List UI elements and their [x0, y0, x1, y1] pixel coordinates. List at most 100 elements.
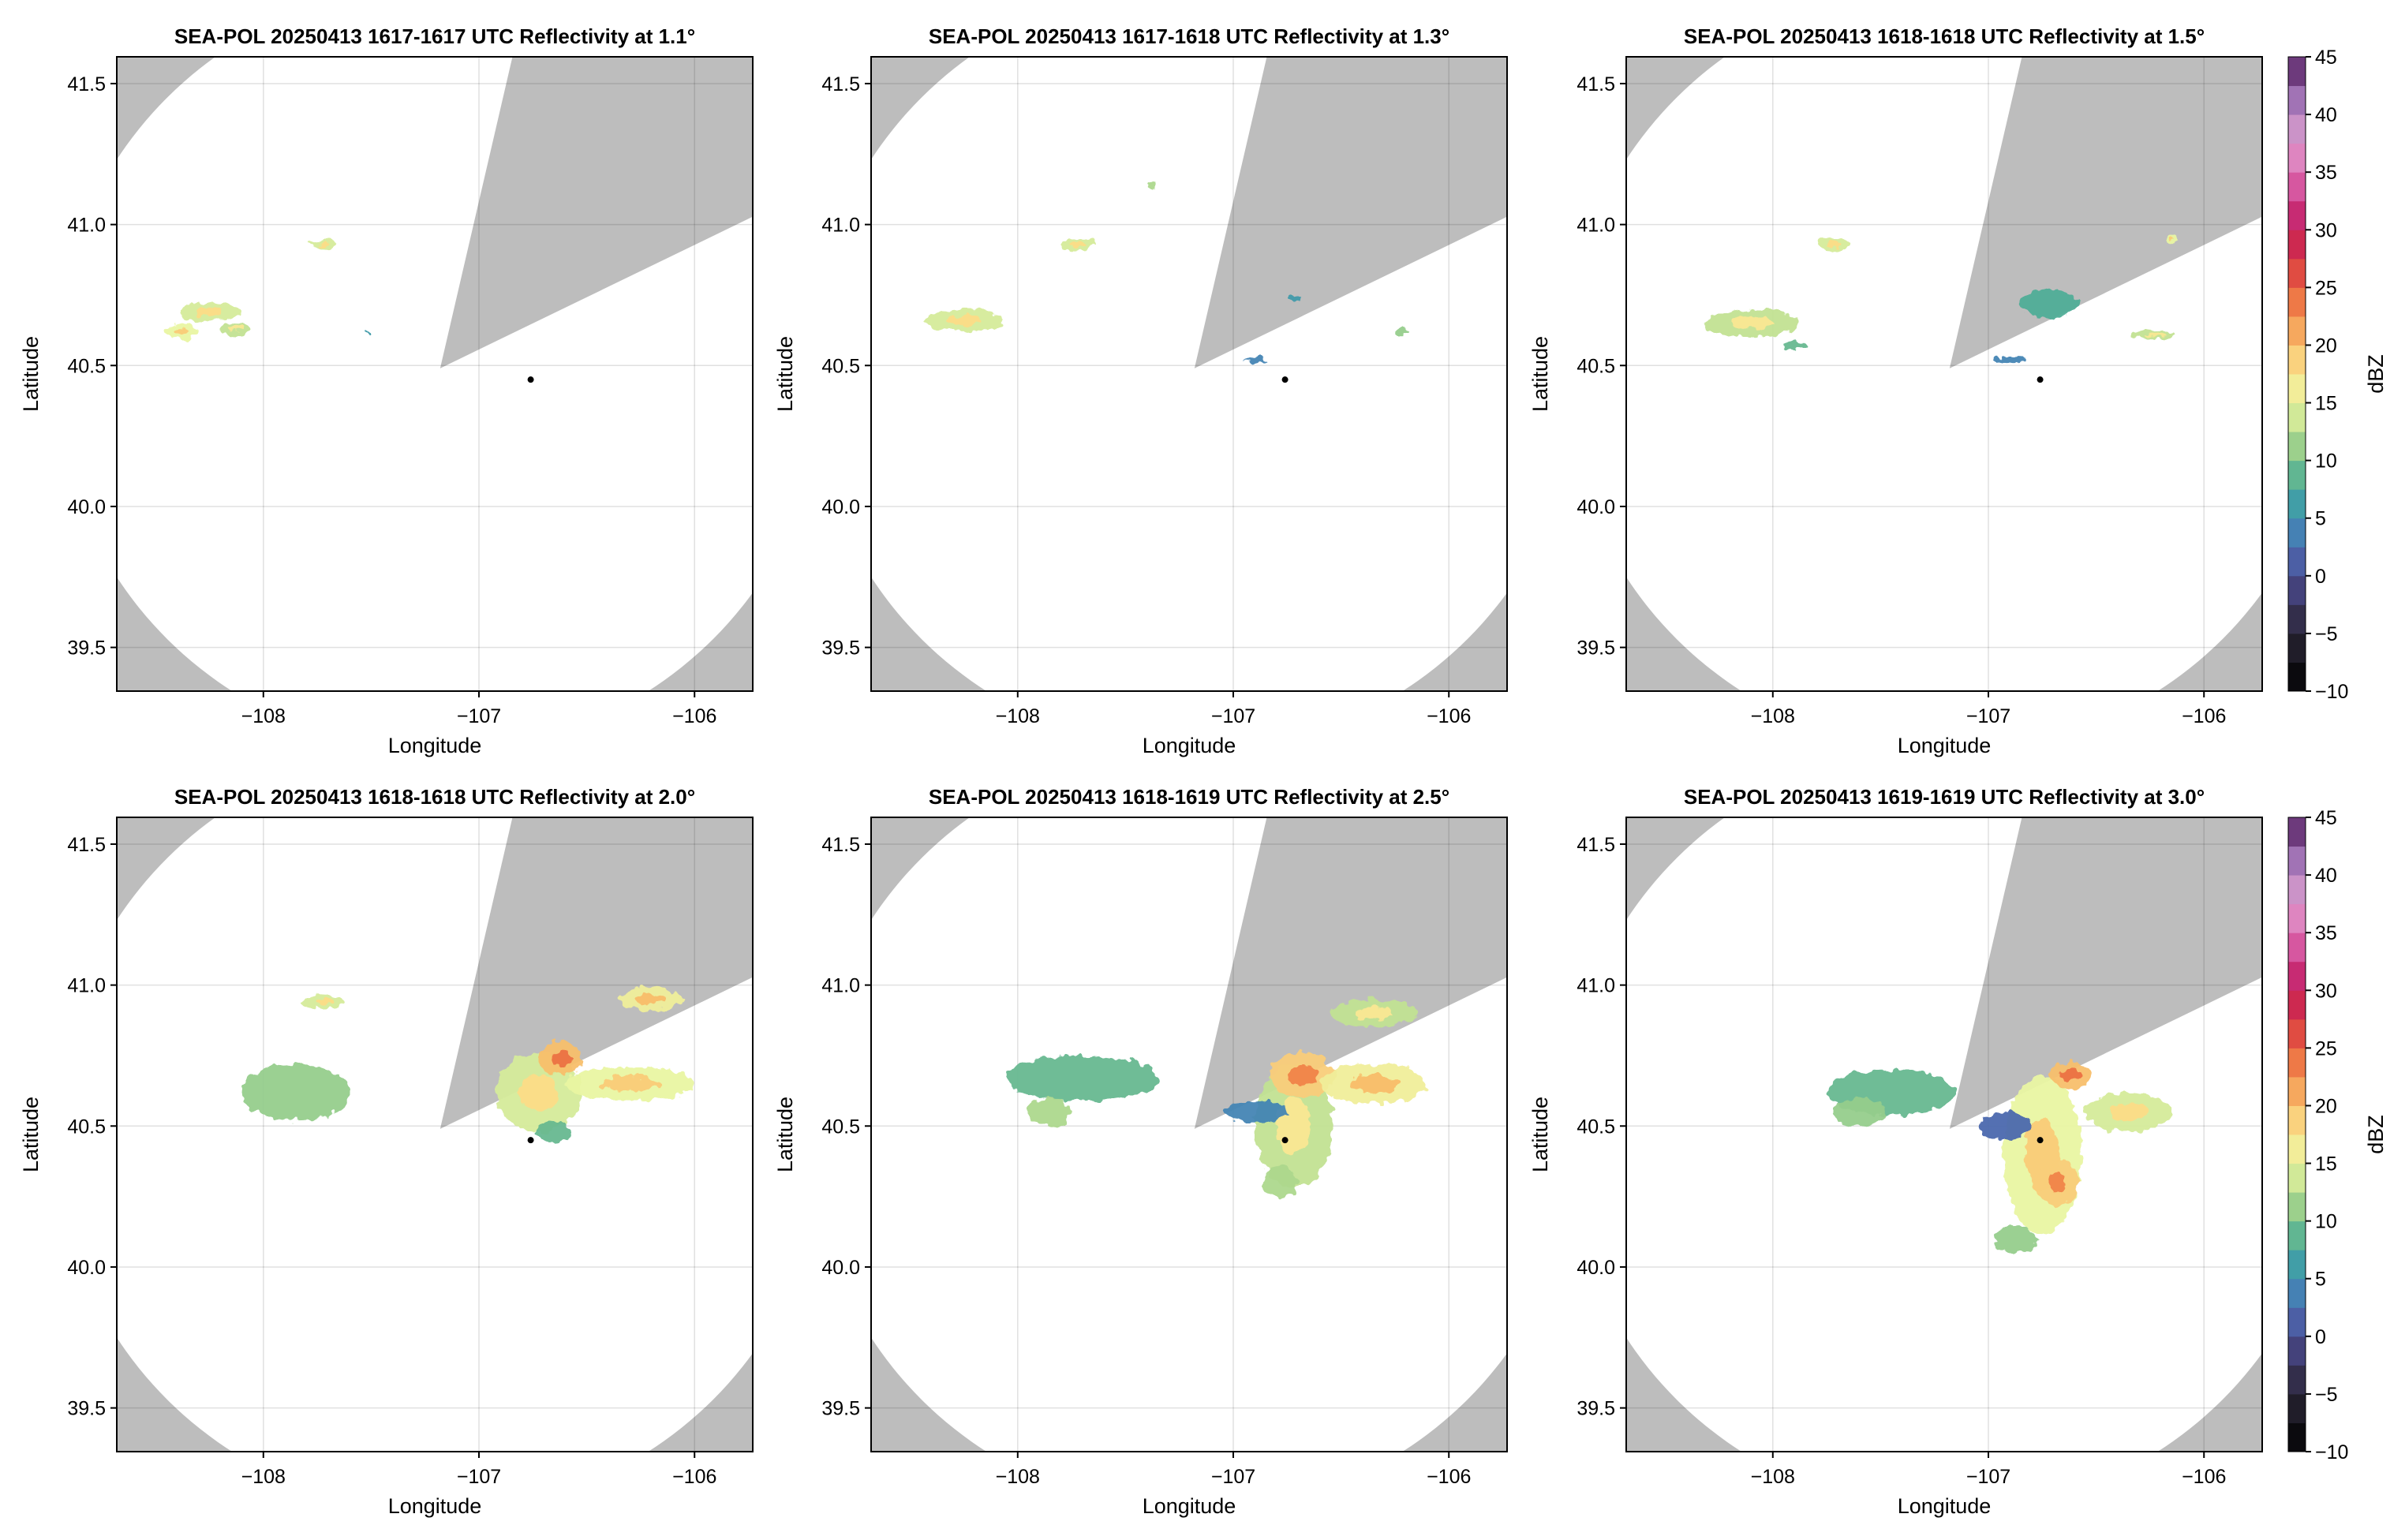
x-tick-label: −107 — [1966, 705, 2010, 727]
x-tick-label: −107 — [1966, 1466, 2010, 1488]
colorbar-swatch — [2288, 1278, 2306, 1308]
x-tick-label: −106 — [2182, 1466, 2226, 1488]
colorbars-layer: −10 −5 0 5 10 15 20 25 30 35 40 45 dBZ −10 −5 0 5 10 15 20 2… — [2287, 47, 2388, 1463]
y-tick-label: 41.5 — [1577, 834, 1615, 856]
colorbar-tick-label: 40 — [2315, 865, 2337, 887]
y-axis-label: Latitude — [1528, 336, 1552, 412]
colorbar-tick-label: −5 — [2315, 1384, 2338, 1406]
y-axis-label: Latitude — [19, 1097, 43, 1172]
x-tick-label: −106 — [1427, 705, 1471, 727]
colorbar-swatch — [2288, 1134, 2306, 1164]
location-marker — [1281, 376, 1289, 383]
y-tick-label: 40.0 — [1577, 1257, 1615, 1279]
colorbar-tick-label: 15 — [2315, 1153, 2337, 1176]
y-tick-label: 41.0 — [67, 215, 106, 237]
colorbar-1: −10 −5 0 5 10 15 20 25 30 35 40 45 dBZ — [2287, 47, 2388, 703]
colorbar-tick-label: 20 — [2315, 335, 2337, 357]
y-tick-label: 41.5 — [67, 73, 106, 95]
colorbar-swatch — [2288, 817, 2306, 847]
colorbar-swatch — [2288, 990, 2306, 1020]
echo-layer — [241, 988, 695, 1143]
y-tick-label: 41.0 — [821, 215, 860, 237]
colorbar-swatch — [2288, 846, 2306, 876]
plot-area — [1626, 817, 2262, 1452]
location-marker — [527, 376, 534, 383]
axes-frame — [870, 817, 1508, 1452]
colorbar-tick-label: 0 — [2315, 566, 2326, 588]
colorbar-tick-label: 15 — [2315, 393, 2337, 415]
y-tick-label: 40.5 — [1577, 355, 1615, 377]
colorbar-swatch — [2288, 547, 2306, 577]
colorbar-swatch — [2288, 345, 2306, 375]
colorbar-swatch — [2288, 200, 2306, 230]
y-tick-label: 40.5 — [67, 355, 106, 377]
echo-core-3 — [227, 326, 244, 332]
echo-core-2 — [1070, 241, 1087, 247]
axes-frame — [870, 56, 1508, 692]
colorbar-swatch — [2288, 1250, 2306, 1280]
echo-3 — [1783, 341, 1805, 350]
echo-2 — [1028, 1097, 1072, 1127]
echo-core-4 — [317, 242, 330, 246]
panel-3: −108 −107 −106 39.5 40.0 40.5 41.0 41.5 Longitud… — [1528, 24, 2263, 757]
panel-title: SEA-POL 20250413 1619-1619 UTC Reflectiv… — [1684, 785, 2205, 809]
echo-core-4 — [551, 1050, 571, 1067]
y-tick-label: 39.5 — [1577, 1398, 1615, 1420]
echo-core-4 — [2048, 1172, 2067, 1193]
echo-core-6 — [637, 994, 667, 1004]
echo-5 — [1992, 1224, 2037, 1254]
echo-2 — [1833, 1097, 1885, 1127]
echo-core-1 — [196, 307, 223, 317]
x-tick-label: −108 — [1751, 1466, 1795, 1488]
colorbar-swatch — [2288, 1336, 2306, 1366]
colorbar-swatch — [2288, 1019, 2306, 1048]
y-tick-label: 41.5 — [1577, 73, 1615, 95]
x-tick-label: −108 — [241, 1466, 286, 1488]
colorbar-tick-label: 30 — [2315, 980, 2337, 1002]
colorbar-swatch — [2288, 1048, 2306, 1078]
y-tick-label: 40.5 — [821, 355, 860, 377]
y-tick-label: 39.5 — [821, 1398, 860, 1420]
x-tick-label: −106 — [672, 1466, 716, 1488]
plot-area — [871, 817, 1507, 1452]
echo-layer — [1007, 999, 1427, 1200]
axes-frame — [1625, 56, 2263, 692]
y-tick-label: 41.0 — [821, 975, 860, 997]
colorbar-swatch — [2288, 633, 2306, 663]
colorbar-swatch — [2288, 1076, 2306, 1106]
colorbar-tick-label: 10 — [2315, 1211, 2337, 1233]
radar-coverage — [117, 57, 753, 691]
radar-coverage — [117, 817, 753, 1452]
panel-4: −108 −107 −106 39.5 40.0 40.5 41.0 41.5 Longitud… — [19, 785, 754, 1518]
echo-7 — [1222, 1101, 1288, 1123]
echo-5 — [1394, 329, 1408, 335]
y-tick-label: 40.5 — [67, 1116, 106, 1138]
echo-core-2 — [313, 999, 334, 1006]
x-tick-label: −106 — [1427, 1466, 1471, 1488]
radar-coverage — [871, 57, 1507, 691]
colorbar-swatch — [2288, 575, 2306, 605]
axes-frame — [116, 817, 754, 1452]
panel-title: SEA-POL 20250413 1617-1617 UTC Reflectiv… — [174, 24, 695, 48]
colorbar-tick-label: 5 — [2315, 1269, 2326, 1291]
y-axis-label: Latitude — [773, 1097, 797, 1172]
colorbar-swatch — [2288, 961, 2306, 991]
y-tick-label: 41.0 — [67, 975, 106, 997]
echo-core-4 — [1287, 1065, 1317, 1086]
colorbar-tick-label: 45 — [2315, 47, 2337, 69]
panel-5: −108 −107 −106 39.5 40.0 40.5 41.0 41.5 Longitud… — [773, 785, 1508, 1518]
colorbar-swatch — [2288, 518, 2306, 548]
colorbar-swatch — [2288, 230, 2306, 260]
location-marker — [527, 1137, 534, 1144]
x-axis-label: Longitude — [388, 1494, 482, 1518]
echo-core-3 — [519, 1074, 559, 1110]
y-tick-label: 41.5 — [67, 834, 106, 856]
echo-core-8 — [1354, 1007, 1393, 1020]
radar-coverage — [871, 817, 1507, 1452]
x-tick-label: −107 — [1211, 705, 1255, 727]
colorbar-swatch — [2288, 1105, 2306, 1135]
colorbar-swatch — [2288, 114, 2306, 144]
axes-frame — [1625, 817, 2263, 1452]
x-tick-label: −108 — [1751, 705, 1795, 727]
echo-core-5 — [600, 1076, 660, 1092]
